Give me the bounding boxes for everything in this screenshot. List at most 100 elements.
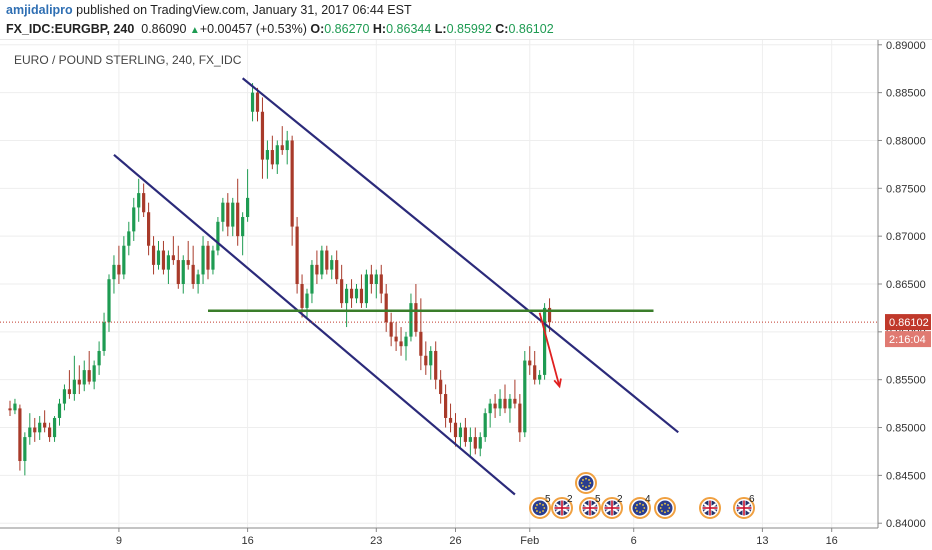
time-axis[interactable]: 9 16 23 26 Feb 6 13 16 — [116, 528, 838, 547]
time-tick-label: 6 — [631, 535, 637, 547]
eu-flag-event-icon[interactable] — [575, 472, 597, 494]
candle-body — [250, 92, 255, 112]
uk-flag-event-icon[interactable] — [699, 497, 721, 519]
uk-flag-event-icon[interactable]: 5 — [579, 494, 601, 519]
candle-body — [181, 260, 185, 284]
time-tick-label: 16 — [241, 535, 253, 547]
candles — [8, 83, 552, 476]
author-link[interactable]: amjidalipro — [6, 3, 73, 17]
candle-body — [325, 250, 329, 270]
eu-flag-star — [589, 482, 592, 484]
price-chart[interactable]: EURO / POUND STERLING, 240, FX_IDC 5 2 5 2 4… — [0, 40, 932, 550]
candle-body — [379, 274, 383, 294]
price-tick-label: 0.87500 — [886, 183, 926, 195]
time-tick-label: 9 — [116, 535, 122, 547]
candle-body — [8, 408, 12, 411]
eu-flag-star — [659, 507, 662, 509]
candle-body — [38, 422, 42, 433]
eu-flag-star — [585, 486, 587, 489]
candle-body — [528, 360, 532, 366]
candle-body — [543, 307, 547, 375]
candle-body — [241, 217, 245, 237]
candle-body — [236, 202, 240, 237]
chart-title: EURO / POUND STERLING, 240, FX_IDC — [14, 53, 242, 67]
eu-flag-bg — [632, 500, 648, 516]
candle-body — [161, 250, 166, 270]
eu-flag-star — [534, 507, 537, 509]
price-tick-label: 0.89000 — [886, 40, 926, 52]
eu-flag-star — [536, 504, 538, 506]
candle-body — [196, 274, 200, 284]
price-tick-label: 0.85000 — [886, 423, 926, 435]
event-markers[interactable]: 5 2 5 2 4 6 — [529, 472, 755, 519]
candle-body — [340, 279, 344, 304]
eu-flag-event-icon[interactable]: 4 — [629, 494, 651, 519]
eu-flag-star — [667, 504, 669, 506]
eu-flag-star — [536, 510, 538, 512]
eu-flag-star — [668, 507, 671, 509]
candle-body — [201, 245, 205, 275]
eu-flag-star — [542, 510, 544, 512]
candle-body — [87, 370, 91, 382]
candle-body — [270, 150, 274, 165]
countdown-label: 2:16:04 — [889, 334, 926, 346]
eu-flag-star — [636, 510, 638, 512]
eu-flag-event-icon[interactable]: 5 — [529, 494, 551, 519]
eu-flag-event-icon[interactable] — [654, 497, 676, 519]
up-triangle-icon: ▲ — [189, 25, 200, 36]
candle-body — [28, 427, 32, 438]
candle-body — [216, 221, 220, 251]
eu-flag-star — [664, 502, 666, 505]
candle-body — [191, 264, 195, 284]
eu-flag-star — [667, 510, 669, 512]
candle-body — [404, 336, 408, 347]
candle-body — [107, 279, 111, 323]
candle-body — [493, 403, 497, 409]
candle-body — [142, 193, 146, 213]
price-tick-label: 0.88000 — [886, 135, 926, 147]
candle-body — [23, 437, 27, 462]
candle-body — [389, 322, 393, 337]
uk-flag-event-icon[interactable]: 6 — [733, 494, 755, 519]
open-value: 0.86270 — [324, 22, 370, 36]
candle-body — [409, 303, 413, 337]
price-tick-label: 0.86500 — [886, 279, 926, 291]
publish-info: amjidalipro published on TradingView.com… — [6, 3, 412, 17]
event-count: 5 — [545, 494, 551, 505]
candle-body — [97, 350, 101, 366]
uk-flag-event-icon[interactable]: 2 — [601, 494, 623, 519]
candle-body — [72, 379, 76, 395]
eu-flag-star — [661, 510, 663, 512]
candle-body — [335, 260, 339, 280]
candle-body — [473, 437, 477, 449]
candle-body — [345, 288, 349, 304]
candle-body — [315, 264, 319, 275]
candle-body — [434, 350, 438, 380]
uk-flag-event-icon[interactable]: 2 — [551, 494, 573, 519]
eu-flag-star — [585, 477, 587, 480]
candle-body — [354, 288, 359, 299]
candle-body — [265, 150, 269, 160]
eu-flag-star — [582, 485, 584, 487]
close-label: C: — [495, 22, 509, 36]
candle-body — [518, 403, 522, 433]
event-count: 6 — [749, 494, 755, 505]
price-change: +0.00457 (+0.53%) — [199, 22, 307, 36]
time-tick-label: 16 — [826, 535, 838, 547]
candle-body — [384, 293, 388, 323]
low-label: L: — [434, 22, 447, 36]
candle-body — [52, 417, 57, 438]
candle-body — [48, 427, 52, 438]
candle-body — [503, 398, 507, 409]
symbol-label[interactable]: FX_IDC:EURGBP, 240 — [6, 22, 135, 36]
candle-body — [295, 226, 299, 284]
candle-body — [290, 140, 294, 227]
candle-body — [18, 408, 22, 462]
candle-body — [310, 264, 314, 294]
candle-body — [171, 255, 175, 261]
projection-arrow — [538, 312, 561, 387]
last-price-label: 0.86102 — [889, 317, 929, 329]
drawings[interactable] — [0, 77, 878, 496]
last-price: 0.86090 — [141, 22, 187, 36]
price-axis[interactable]: 0.89000 0.88500 0.88000 0.87500 0.87000 0.865… — [878, 40, 931, 530]
